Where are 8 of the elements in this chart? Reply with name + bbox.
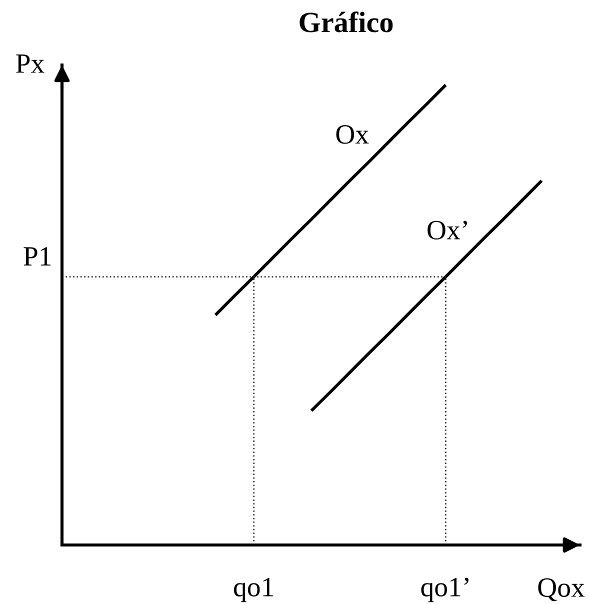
x-tick-label: qo1 [234,578,274,602]
chart-title: Gráfico [300,11,393,32]
x-axis-title: Qox [538,578,585,602]
x-tick-label: qo1’ [421,578,468,602]
ref-line-label: P1 [24,247,51,266]
y-axis-title: Px [16,54,44,73]
series-label: Ox [336,125,369,144]
series-label: Ox’ [428,220,467,240]
